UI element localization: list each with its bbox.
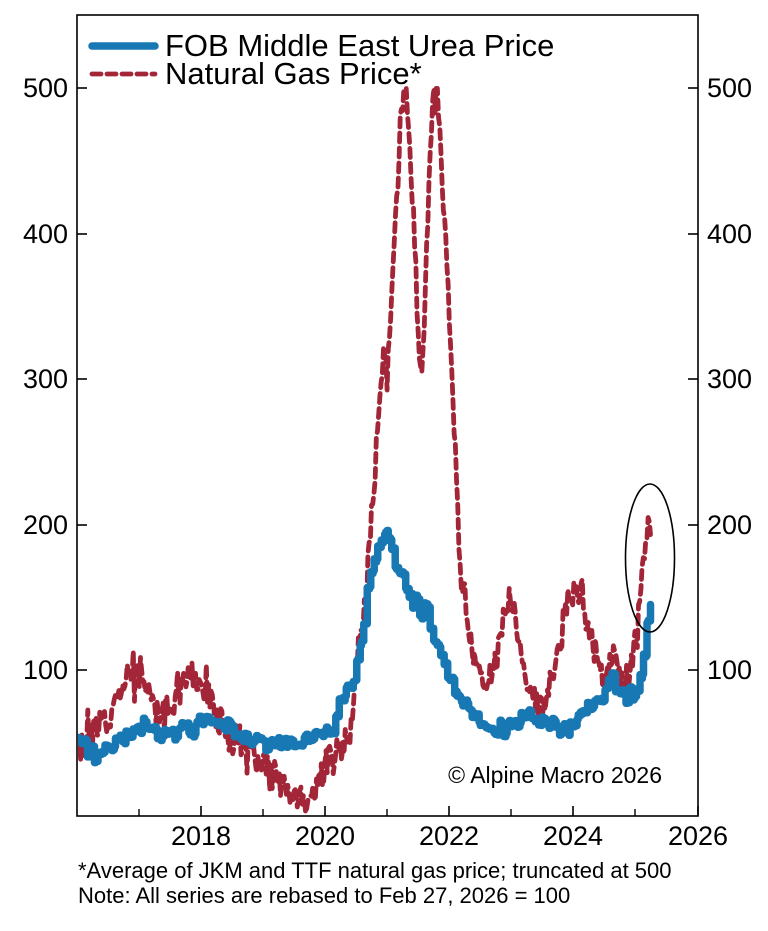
svg-text:500: 500	[23, 73, 68, 103]
svg-text:Note: All series are rebased t: Note: All series are rebased to Feb 27, …	[78, 883, 570, 908]
svg-text:300: 300	[23, 364, 68, 394]
svg-text:200: 200	[707, 510, 752, 540]
svg-text:2020: 2020	[295, 821, 355, 851]
svg-text:2026: 2026	[668, 821, 728, 851]
svg-text:500: 500	[707, 73, 752, 103]
svg-text:Natural Gas Price*: Natural Gas Price*	[165, 56, 422, 91]
svg-text:*Average of JKM and TTF natura: *Average of JKM and TTF natural gas pric…	[78, 858, 672, 883]
svg-text:100: 100	[707, 655, 752, 685]
svg-text:© Alpine Macro 2026: © Alpine Macro 2026	[448, 762, 662, 788]
svg-text:400: 400	[23, 219, 68, 249]
svg-text:300: 300	[707, 364, 752, 394]
svg-text:400: 400	[707, 219, 752, 249]
svg-text:200: 200	[23, 510, 68, 540]
svg-text:100: 100	[23, 655, 68, 685]
svg-text:2024: 2024	[543, 821, 603, 851]
svg-text:2022: 2022	[419, 821, 479, 851]
svg-text:2018: 2018	[171, 821, 231, 851]
